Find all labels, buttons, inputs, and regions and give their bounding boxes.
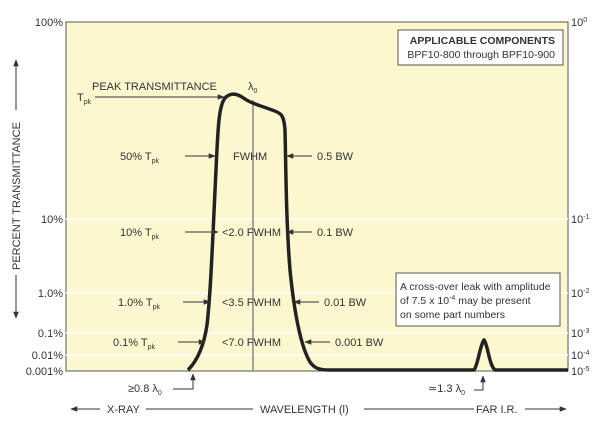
level-left-sub: pk [152,234,160,241]
transmission-curve [186,92,568,372]
level-left-text: 1.0% T [118,297,153,309]
level-right-label: 0.5 BW [317,151,354,163]
level-mid-label: <2.0 FWHM [222,227,281,239]
x-left-label: X-RAY [107,404,140,416]
y-tick-right: 10-4 [571,350,590,362]
level-mid-label: FWHM [233,151,267,163]
components-text: BPF10-800 through BPF10-900 [407,49,555,61]
leak-note-line1: A cross-over leak with amplitude [400,281,551,293]
level-mid-label: <3.5 FWHM [222,297,281,309]
level-left-sub: pk [153,304,161,311]
peak-label: PEAK TRANSMITTANCE [92,81,217,93]
level-left-sub: pk [148,344,156,351]
y-tick-left: 1.0% [38,288,63,300]
y-tick-right-base: 10 [571,214,583,226]
leak-position-label: ≃1.3 λ0 [428,383,465,397]
components-box [397,29,564,66]
leak-position-arrow [474,375,486,391]
y-tick-left: 10% [41,214,63,226]
y-tick-right-exp: -2 [583,288,589,295]
y-tick-right-base: 10 [571,17,583,29]
y-tick-right: 10-3 [571,328,590,340]
y-tick-left: 100% [35,17,63,29]
y-axis-label: PERCENT TRANSMITTANCE [11,122,23,270]
y-tick-left: 0.1% [38,328,63,340]
y-tick-right: 100 [571,17,587,29]
level-left-sub: pk [152,158,160,165]
level-right-label: 0.01 BW [324,297,367,309]
level-left-label: 1.0% Tpk [118,297,161,311]
level-left-text: 50% T [120,151,152,163]
tpk-label: Tpk [77,92,92,106]
y-tick-right-base: 10 [571,288,583,300]
y-tick-right: 10-5 [571,366,590,378]
y-tick-left: 0.001% [26,366,64,378]
level-mid-label: <7.0 FWHM [222,337,281,349]
y-tick-left: 0.01% [32,350,63,362]
y-tick-right-base: 10 [571,366,583,378]
center-wavelength-label: λ0 [248,81,258,95]
y-tick-right-base: 10 [571,328,583,340]
y-tick-right-exp: -5 [583,366,589,373]
y-tick-right: 10-1 [571,214,590,226]
x-right-label: FAR I.R. [476,404,518,416]
y-tick-right-exp: -1 [583,214,589,221]
cutoff-low-label: ≥0.8 λ0 [128,383,162,397]
y-tick-right-base: 10 [571,350,583,362]
level-right-label: 0.1 BW [317,227,354,239]
y-tick-right-exp: 0 [583,17,587,24]
y-tick-right-exp: -3 [583,328,589,335]
x-axis-label: WAVELENGTH (l) [260,404,349,416]
leak-note-box [395,272,561,327]
level-left-label: 0.1% Tpk [113,337,156,351]
level-right-label: 0.001 BW [335,337,384,349]
level-left-text: 0.1% T [113,337,148,349]
level-left-text: 10% T [120,227,152,239]
leak-note-line3: on some part numbers [400,309,505,321]
y-tick-right: 10-2 [571,288,590,300]
cutoff-low-arrow [173,373,196,390]
components-title: APPLICABLE COMPONENTS [410,35,555,47]
leak-note-line2: of 7.5 x 10-4 may be present [400,295,531,307]
y-tick-right-exp: -4 [583,350,589,357]
level-left-label: 50% Tpk [120,151,159,165]
level-left-label: 10% Tpk [120,227,159,241]
